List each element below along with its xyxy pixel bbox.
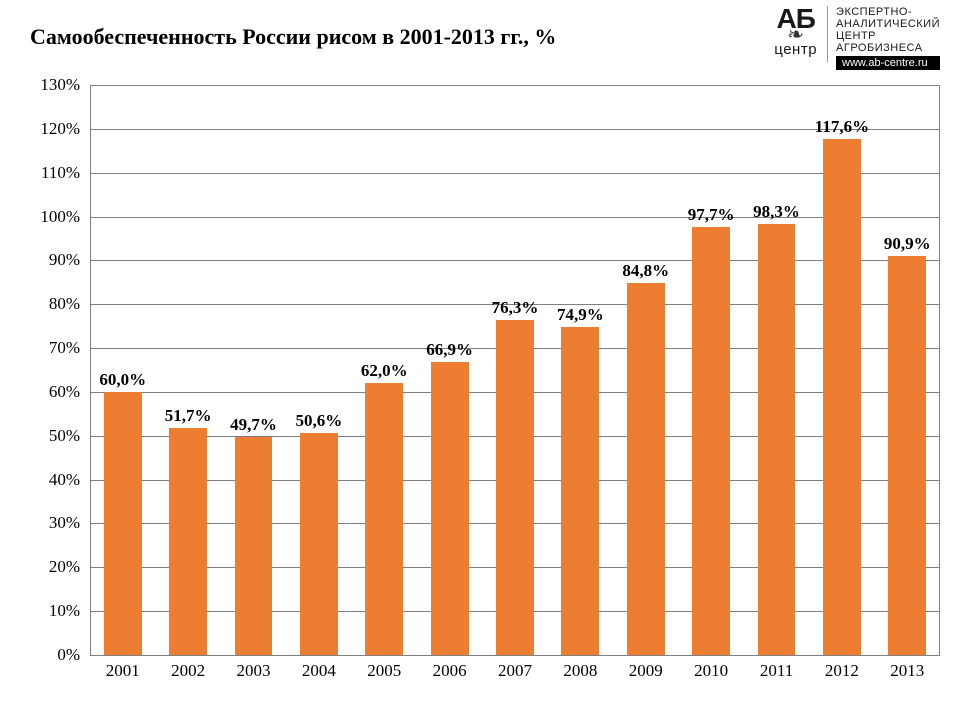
bar-value-label: 60,0% <box>99 370 146 390</box>
x-tick-label: 2009 <box>629 661 663 681</box>
bar-value-label: 62,0% <box>361 361 408 381</box>
bar <box>823 139 861 655</box>
bar <box>169 428 207 655</box>
bar-value-label: 98,3% <box>753 202 800 222</box>
x-tick-label: 2002 <box>171 661 205 681</box>
bar-value-label: 90,9% <box>884 234 931 254</box>
logo-line4: АГРОБИЗНЕСА <box>836 42 940 54</box>
logo-center: центр <box>774 41 817 58</box>
figure: Самообеспеченность России рисом в 2001-2… <box>0 0 960 720</box>
gridline <box>90 260 940 261</box>
bar-value-label: 76,3% <box>492 298 539 318</box>
bar <box>496 320 534 655</box>
bar <box>692 227 730 655</box>
axis-border <box>90 85 91 655</box>
bar-value-label: 49,7% <box>230 415 277 435</box>
logo-line2: АНАЛИТИЧЕСКИЙ <box>836 18 940 30</box>
bar-value-label: 50,6% <box>295 411 342 431</box>
logo-mark: АБ ❧ центр <box>774 6 817 58</box>
x-tick-label: 2013 <box>890 661 924 681</box>
gridline <box>90 217 940 218</box>
gridline <box>90 129 940 130</box>
x-tick-label: 2004 <box>302 661 336 681</box>
bar <box>561 327 599 655</box>
logo-divider <box>827 6 828 62</box>
bar <box>888 256 926 655</box>
bar <box>300 433 338 655</box>
bar-value-label: 74,9% <box>557 305 604 325</box>
logo-line1: ЭКСПЕРТНО- <box>836 6 940 18</box>
bar <box>235 437 273 655</box>
x-tick-label: 2007 <box>498 661 532 681</box>
bar <box>758 224 796 655</box>
x-tick-label: 2001 <box>106 661 140 681</box>
bar-value-label: 117,6% <box>815 117 869 137</box>
x-tick-label: 2012 <box>825 661 859 681</box>
logo-text: ЭКСПЕРТНО- АНАЛИТИЧЕСКИЙ ЦЕНТР АГРОБИЗНЕ… <box>836 6 940 70</box>
logo-line3: ЦЕНТР <box>836 30 940 42</box>
bar-value-label: 84,8% <box>622 261 669 281</box>
chart-title: Самообеспеченность России рисом в 2001-2… <box>30 24 556 50</box>
gridline <box>90 655 940 656</box>
x-tick-label: 2008 <box>563 661 597 681</box>
plot-area <box>90 85 940 655</box>
bar <box>104 392 142 655</box>
bar <box>431 362 469 655</box>
bar-value-label: 51,7% <box>165 406 212 426</box>
x-tick-label: 2003 <box>236 661 270 681</box>
x-tick-label: 2005 <box>367 661 401 681</box>
axis-border <box>939 85 940 655</box>
logo: АБ ❧ центр ЭКСПЕРТНО- АНАЛИТИЧЕСКИЙ ЦЕНТ… <box>774 6 940 70</box>
x-tick-label: 2011 <box>760 661 793 681</box>
x-tick-label: 2006 <box>433 661 467 681</box>
bar <box>365 383 403 655</box>
bar <box>627 283 665 655</box>
bar-value-label: 66,9% <box>426 340 473 360</box>
bar-chart: 0%10%20%30%40%50%60%70%80%90%100%110%120… <box>30 75 950 705</box>
logo-url: www.ab-centre.ru <box>836 56 940 70</box>
bar-value-label: 97,7% <box>688 205 735 225</box>
gridline <box>90 173 940 174</box>
x-tick-label: 2010 <box>694 661 728 681</box>
gridline <box>90 85 940 86</box>
